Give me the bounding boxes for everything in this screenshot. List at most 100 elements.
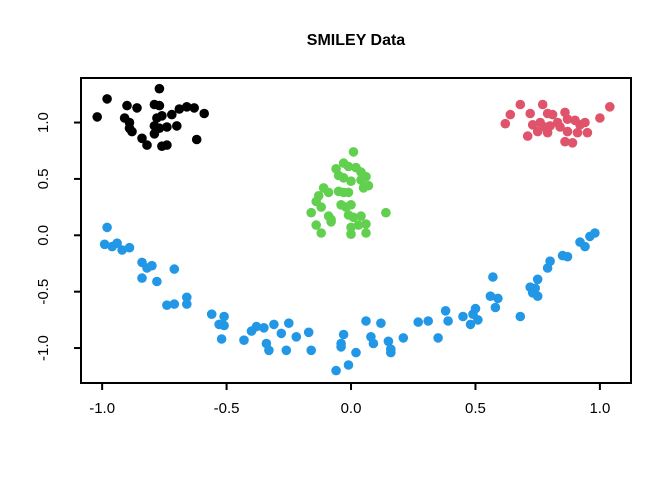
mouth-point	[338, 329, 349, 340]
right-eye-point	[522, 131, 533, 141]
mouth-point	[398, 333, 409, 343]
right-eye-point	[542, 127, 553, 138]
mouth-point	[219, 320, 229, 331]
right-eye-point	[525, 108, 535, 119]
mouth-point	[458, 311, 468, 322]
mouth-point	[162, 300, 172, 311]
left-eye-point	[162, 122, 172, 132]
nose-point	[353, 220, 364, 230]
right-eye-point	[567, 138, 578, 148]
x-tick-label: 1.0	[589, 400, 610, 417]
left-eye-point	[174, 104, 185, 114]
mouth-point	[580, 241, 590, 252]
mouth-point	[465, 319, 476, 330]
x-tick-label: 0.0	[341, 400, 362, 417]
left-eye-point	[102, 94, 112, 104]
mouth-point	[251, 321, 262, 332]
nose-point	[306, 207, 317, 218]
nose-point	[343, 161, 354, 172]
mouth-point	[368, 338, 379, 349]
mouth-point	[433, 333, 443, 343]
chart-title: SMILEY Data	[307, 32, 406, 49]
mouth-point	[99, 239, 110, 250]
right-eye-point	[527, 120, 538, 130]
nose-point	[348, 212, 359, 223]
mouth-point	[117, 245, 127, 255]
left-eye-point	[154, 83, 165, 94]
mouth-point	[182, 292, 192, 303]
y-tick-label: -0.5	[35, 279, 52, 305]
right-eye-point	[605, 102, 615, 112]
mouth-point	[169, 264, 180, 274]
mouth-point	[562, 251, 573, 262]
mouth-point	[413, 317, 424, 327]
mouth-point	[376, 318, 386, 329]
mouth-point	[485, 291, 496, 302]
right-eye-point	[532, 126, 543, 137]
mouth-point	[137, 273, 147, 283]
mouth-point	[443, 316, 453, 326]
left-eye-point	[142, 140, 152, 150]
mouth-point	[473, 315, 483, 325]
right-eye-point	[500, 118, 511, 129]
left-eye-point	[167, 109, 177, 120]
mouth-point	[303, 327, 314, 338]
left-eye-point	[137, 133, 147, 144]
mouth-point	[423, 316, 434, 326]
left-eye-point	[191, 134, 202, 145]
right-eye-point	[560, 136, 570, 147]
left-eye-point	[189, 103, 199, 113]
y-tick-label: 0.0	[35, 225, 52, 246]
mouth-point	[383, 336, 394, 347]
nose-point	[361, 219, 371, 229]
mouth-point	[169, 299, 180, 309]
mouth-point	[216, 334, 227, 344]
x-tick-label: 0.5	[465, 400, 486, 417]
mouth-point	[219, 311, 229, 322]
nose-point	[316, 228, 327, 238]
mouth-point	[351, 347, 361, 358]
left-eye-point	[149, 129, 160, 139]
y-tick-label: 1.0	[35, 112, 52, 133]
left-eye-point	[199, 108, 209, 119]
left-eye-point	[157, 111, 167, 121]
left-eye-point	[127, 126, 137, 137]
mouth-point	[488, 272, 498, 282]
mouth-point	[206, 309, 217, 320]
right-eye-point	[580, 117, 590, 128]
nose-point	[323, 187, 334, 198]
mouth-point	[532, 291, 543, 302]
x-tick-label: -1.0	[89, 400, 115, 417]
y-tick-label: -1.0	[35, 335, 52, 361]
nose-point	[361, 228, 371, 238]
right-eye-point	[572, 127, 583, 138]
nose-point	[346, 229, 356, 239]
mouth-point	[490, 302, 501, 313]
mouth-point	[269, 319, 279, 330]
mouth-point	[276, 328, 287, 339]
mouth-point	[306, 345, 317, 356]
mouth-point	[291, 332, 302, 342]
mouth-point	[102, 222, 112, 233]
mouth-point	[590, 228, 600, 238]
left-eye-point	[132, 103, 142, 113]
nose-point	[343, 187, 354, 198]
right-eye-point	[505, 109, 516, 120]
mouth-point	[493, 293, 503, 304]
nose-point	[346, 222, 356, 233]
plot-area: -1.0 -0.5 0.0 0.5 1.0 -1.0 -0.5 0.0 0.5 1.0	[35, 77, 632, 417]
nose-point	[316, 202, 327, 212]
mouth-point	[361, 316, 371, 326]
right-eye-point	[537, 99, 548, 110]
mouth-point	[386, 347, 396, 358]
nose-point	[338, 173, 349, 183]
y-tick-label: 0.5	[35, 168, 52, 189]
nose-point	[348, 147, 359, 157]
mouth-point	[124, 242, 135, 253]
mouth-point	[264, 345, 274, 356]
mouth-point	[515, 311, 526, 322]
mouth-point	[343, 360, 354, 370]
mouth-point	[336, 342, 346, 352]
mouth-point	[545, 256, 555, 267]
